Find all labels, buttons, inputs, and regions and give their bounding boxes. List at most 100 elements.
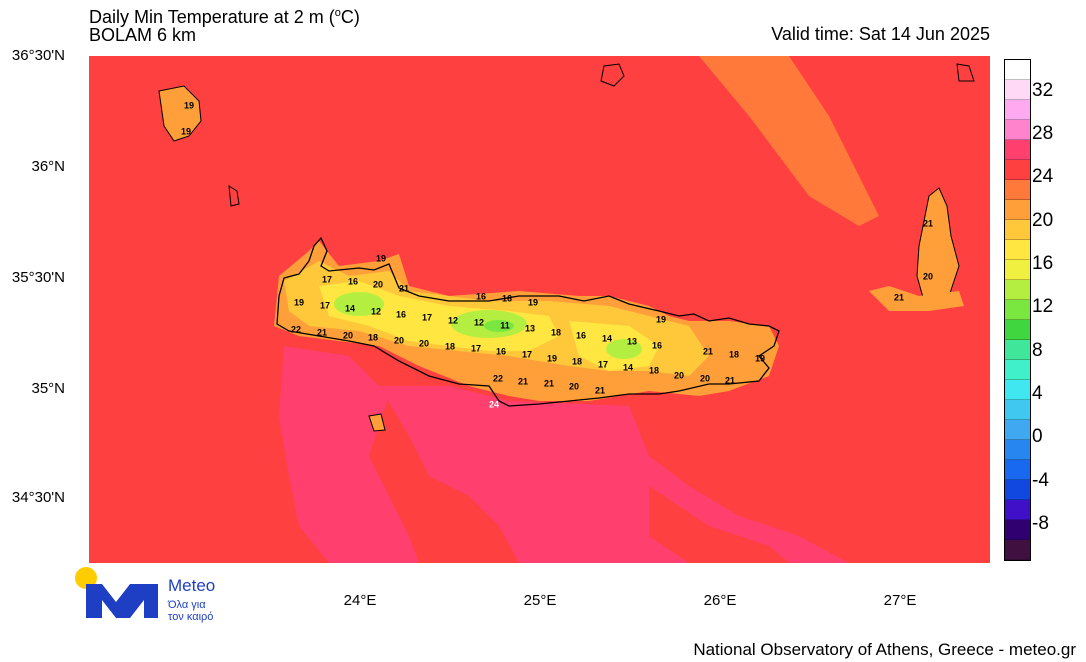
white-mountains-cold <box>334 292 384 316</box>
colorbar-swatch <box>1005 160 1030 180</box>
isotherm-label: 20 <box>373 279 383 289</box>
crete-coastline <box>276 236 780 407</box>
isotherm-label: 21 <box>703 346 713 356</box>
isotherm-label: 20 <box>419 338 429 348</box>
logo-tagline-2: τον καιρό <box>168 611 214 623</box>
isotherm-label: 16 <box>396 309 406 319</box>
isotherm-label: 16 <box>496 346 506 356</box>
isotherm-label: 13 <box>627 336 637 346</box>
isotherm-label: 22 <box>291 324 301 334</box>
colorbar-swatch <box>1005 300 1030 320</box>
isotherm-label: 18 <box>368 332 378 342</box>
hot-sea-south <box>379 386 849 563</box>
colorbar-label-minus4: -4 <box>1032 470 1049 491</box>
small-island-ne <box>956 63 975 82</box>
colorbar-label-16: 16 <box>1032 253 1054 274</box>
colorbar-swatch <box>1005 260 1030 280</box>
lat-label-36-30: 36°30'N <box>11 47 65 64</box>
colorbar-swatch <box>1005 340 1030 360</box>
colorbar-swatch <box>1005 440 1030 460</box>
isotherm-label: 14 <box>345 303 355 313</box>
isotherm-label: 18 <box>551 327 561 337</box>
isotherm-label: 17 <box>471 343 481 353</box>
isotherm-label: 11 <box>500 320 510 330</box>
title-unit-suffix: C) <box>340 7 360 27</box>
colorbar <box>1004 59 1031 561</box>
isotherm-label: 18 <box>649 365 659 375</box>
valid-time: Valid time: Sat 14 Jun 2025 <box>771 24 990 44</box>
isotherm-label: 17 <box>522 349 532 359</box>
isotherm-label: 19 <box>294 297 304 307</box>
colorbar-label-32: 32 <box>1032 80 1054 101</box>
dikti-cold <box>606 339 642 359</box>
isotherm-labels: 19 19 17 16 19 20 21 19 17 14 12 16 17 16 16 19 12 12 11 13… <box>181 100 933 409</box>
model-name: BOLAM 6 km <box>89 25 197 45</box>
colorbar-swatch <box>1005 220 1030 240</box>
isotherm-label: 21 <box>399 283 409 293</box>
colorbar-label-28: 28 <box>1032 123 1054 144</box>
ida-coldest <box>484 320 514 332</box>
isotherm-label: 16 <box>502 293 512 303</box>
warm-sea-plume <box>699 56 879 226</box>
kasos-area <box>869 286 964 311</box>
colorbar-label-12: 12 <box>1032 296 1054 317</box>
temperature-map: 19 19 17 16 19 20 21 19 17 14 12 16 17 16 16 19 12 12 11 13… <box>89 56 990 563</box>
isotherm-label: 19 <box>755 353 765 363</box>
logo-tagline-1: Όλα για <box>168 599 206 611</box>
colorbar-swatch <box>1005 180 1030 200</box>
isotherm-label: 21 <box>317 327 327 337</box>
isotherm-label: 21 <box>595 385 605 395</box>
small-island <box>228 185 240 207</box>
isotherm-label: 18 <box>572 356 582 366</box>
colorbar-swatch <box>1005 460 1030 480</box>
isotherm-label: 19 <box>547 353 557 363</box>
isotherm-label: 24 <box>489 399 499 409</box>
colorbar-swatch <box>1005 100 1030 120</box>
colorbar-label-8: 8 <box>1032 340 1043 361</box>
title-unit-sup: o <box>334 7 341 19</box>
colorbar-swatch <box>1005 380 1030 400</box>
isotherm-label: 12 <box>474 317 484 327</box>
isotherm-label: 16 <box>652 340 662 350</box>
colorbar-swatch <box>1005 360 1030 380</box>
isotherm-label: 14 <box>623 362 633 372</box>
colorbar-swatch <box>1005 200 1030 220</box>
isotherm-label: 17 <box>320 300 330 310</box>
gavdos-island <box>368 413 386 432</box>
hot-sea-south-west <box>279 346 419 563</box>
colorbar-swatch <box>1005 480 1030 500</box>
isotherm-label: 21 <box>544 378 554 388</box>
colorbar-swatch <box>1005 280 1030 300</box>
isotherm-label: 12 <box>371 306 381 316</box>
lat-label-35: 35°N <box>31 380 65 397</box>
colorbar-label-0: 0 <box>1032 426 1043 447</box>
isotherm-label: 14 <box>602 333 612 343</box>
sun-icon <box>75 567 97 589</box>
meteo-logo-mark <box>75 567 158 618</box>
isotherm-label: 16 <box>348 276 358 286</box>
sea-patch <box>649 486 789 563</box>
isotherm-label: 19 <box>656 314 666 324</box>
colorbar-swatch <box>1005 80 1030 100</box>
colorbar-label-24: 24 <box>1032 166 1054 187</box>
isotherm-label: 21 <box>894 292 904 302</box>
isotherm-label: 16 <box>476 291 486 301</box>
lat-label-36: 36°N <box>31 158 65 175</box>
isotherm-label: 21 <box>518 376 528 386</box>
isotherm-label: 20 <box>343 330 353 340</box>
colorbar-swatch <box>1005 140 1030 160</box>
lat-label-34-30: 34°30'N <box>11 489 65 506</box>
isotherm-label: 17 <box>422 312 432 322</box>
isotherm-label: 18 <box>729 349 739 359</box>
isotherm-label: 22 <box>493 373 503 383</box>
isotherm-label: 19 <box>528 297 538 307</box>
map-title: Daily Min Temperature at 2 m (oC) <box>89 2 360 28</box>
isotherm-label: 18 <box>445 341 455 351</box>
isotherm-label: 20 <box>569 381 579 391</box>
lon-label-27: 27°E <box>883 592 917 609</box>
isotherm-label: 19 <box>184 100 194 110</box>
colorbar-swatch <box>1005 240 1030 260</box>
meteo-logo: Meteo Όλα για τον καιρό <box>72 566 232 626</box>
isotherm-label: 20 <box>394 335 404 345</box>
santorini-island <box>600 63 625 87</box>
